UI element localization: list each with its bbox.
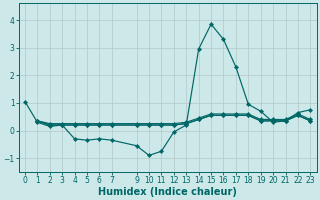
X-axis label: Humidex (Indice chaleur): Humidex (Indice chaleur) bbox=[98, 187, 237, 197]
